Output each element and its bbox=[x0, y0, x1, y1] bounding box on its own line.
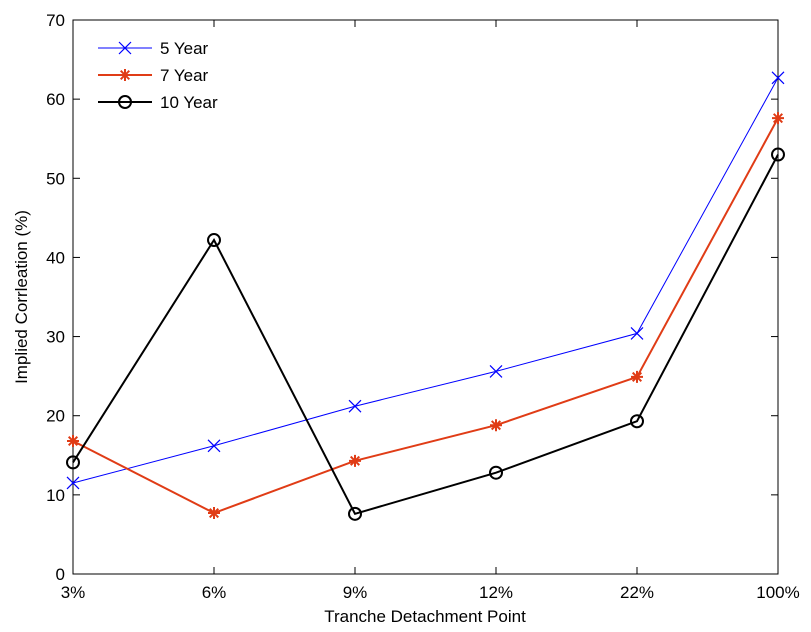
data-point-x-marker bbox=[489, 364, 503, 378]
legend-label: 7 Year bbox=[160, 66, 209, 85]
data-point-x-marker bbox=[207, 439, 221, 453]
data-point-star-marker bbox=[772, 112, 784, 125]
y-tick-label: 60 bbox=[46, 90, 65, 109]
series-1 bbox=[67, 112, 784, 520]
legend-entry: 7 Year bbox=[98, 66, 209, 85]
data-point-star-marker bbox=[119, 69, 131, 81]
legend-label: 10 Year bbox=[160, 93, 218, 112]
data-point-x-marker bbox=[630, 326, 644, 340]
data-point-star-marker bbox=[349, 454, 361, 467]
data-point-star-marker bbox=[631, 370, 643, 383]
y-tick-label: 50 bbox=[46, 169, 65, 188]
series-line bbox=[72, 77, 779, 484]
data-point-x-marker bbox=[66, 476, 80, 490]
data-point-star-marker bbox=[208, 507, 220, 520]
x-axis: 3% 6% 9% 12% 22% 100% bbox=[61, 20, 800, 602]
x-tick-label: 100% bbox=[756, 583, 799, 602]
data-point-circle-marker bbox=[489, 465, 503, 480]
series-line bbox=[72, 117, 779, 515]
y-tick-label: 70 bbox=[46, 11, 65, 30]
y-axis-label: Implied Corrleation (%) bbox=[12, 210, 31, 384]
x-tick-label: 9% bbox=[343, 583, 368, 602]
series-layer bbox=[66, 71, 785, 521]
y-axis: 0 10 20 30 40 50 60 70 bbox=[46, 11, 778, 584]
data-point-star-marker bbox=[67, 435, 79, 448]
x-tick-label: 22% bbox=[620, 583, 654, 602]
data-point-circle-marker bbox=[207, 233, 221, 248]
series-line bbox=[72, 154, 779, 516]
x-axis-label: Tranche Detachment Point bbox=[324, 607, 526, 626]
data-point-x-marker bbox=[118, 41, 132, 55]
data-point-circle-marker bbox=[630, 414, 644, 429]
series-2 bbox=[66, 147, 785, 521]
data-point-x-marker bbox=[771, 71, 785, 85]
data-point-x-marker bbox=[348, 399, 362, 413]
y-tick-label: 0 bbox=[56, 565, 65, 584]
data-point-star-marker bbox=[490, 419, 502, 432]
y-tick-label: 40 bbox=[46, 248, 65, 267]
data-point-circle-marker bbox=[118, 95, 132, 109]
x-tick-label: 6% bbox=[202, 583, 227, 602]
data-point-circle-marker bbox=[66, 455, 80, 470]
y-tick-label: 10 bbox=[46, 486, 65, 505]
legend-entry: 5 Year bbox=[98, 39, 209, 58]
y-tick-label: 20 bbox=[46, 407, 65, 426]
x-tick-label: 3% bbox=[61, 583, 86, 602]
legend: 5 Year 7 Year 10 Year bbox=[98, 39, 218, 112]
series-0 bbox=[66, 71, 785, 490]
legend-entry: 10 Year bbox=[98, 93, 218, 112]
data-point-circle-marker bbox=[348, 506, 362, 521]
data-point-circle-marker bbox=[771, 147, 785, 162]
x-tick-label: 12% bbox=[479, 583, 513, 602]
legend-label: 5 Year bbox=[160, 39, 209, 58]
y-tick-label: 30 bbox=[46, 328, 65, 347]
plot-area bbox=[72, 19, 779, 575]
